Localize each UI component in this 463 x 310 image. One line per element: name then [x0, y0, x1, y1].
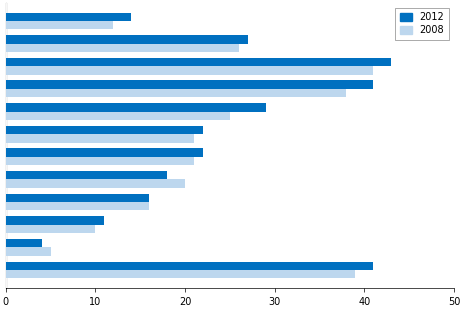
Bar: [6, 239, 42, 247]
Bar: [6, 112, 230, 120]
Bar: [6, 157, 194, 165]
Bar: [6, 262, 373, 270]
Bar: [6, 66, 373, 75]
Bar: [6, 58, 391, 66]
Bar: [6, 81, 373, 89]
Bar: [6, 216, 105, 225]
Bar: [6, 171, 167, 179]
Bar: [6, 179, 185, 188]
Bar: [6, 126, 203, 134]
Bar: [6, 35, 248, 43]
Bar: [6, 21, 113, 29]
Bar: [6, 148, 203, 157]
Bar: [6, 103, 266, 112]
Legend: 2012, 2008: 2012, 2008: [395, 8, 449, 40]
Bar: [6, 12, 131, 21]
Bar: [6, 89, 346, 97]
Bar: [6, 202, 149, 210]
Bar: [6, 225, 95, 233]
Bar: [6, 43, 239, 52]
Bar: [6, 247, 50, 256]
Bar: [6, 270, 356, 278]
Bar: [6, 194, 149, 202]
Bar: [6, 134, 194, 143]
